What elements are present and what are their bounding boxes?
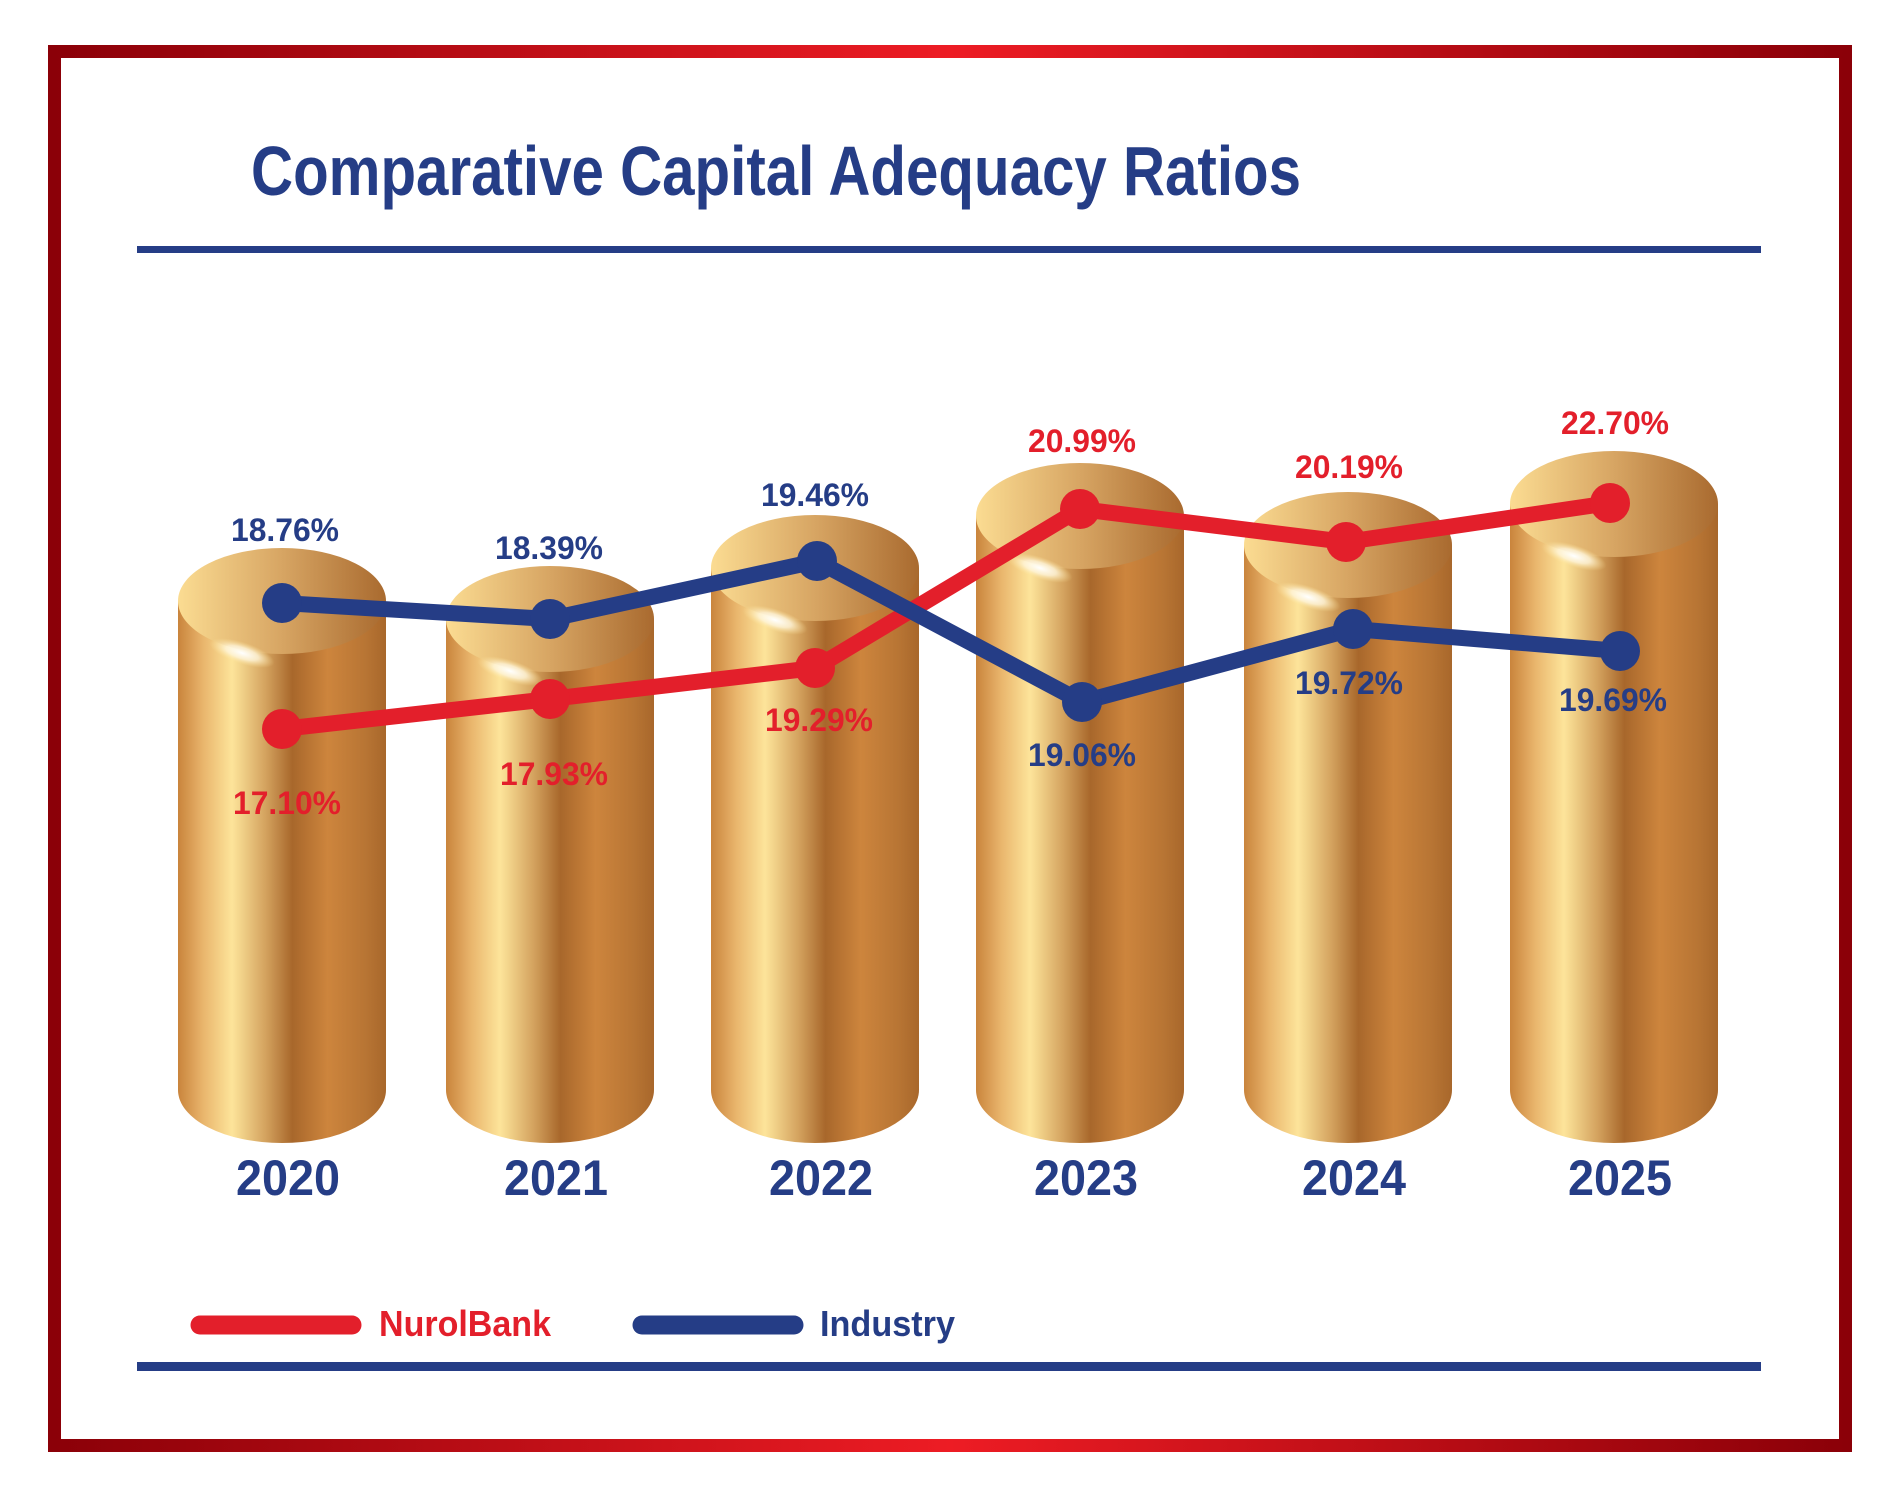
cylinder-2025	[1510, 451, 1718, 1143]
series-line	[281, 553, 1621, 710]
x-tick-label: 2020	[236, 1150, 340, 1206]
series-line	[281, 495, 1612, 737]
data-label: 22.70%	[1561, 405, 1669, 441]
data-point-2024	[1333, 609, 1373, 649]
bottom-divider	[137, 1362, 1761, 1371]
x-tick-label: 2023	[1034, 1150, 1138, 1206]
cylinder-2022	[711, 515, 919, 1143]
data-point-2022	[797, 541, 837, 581]
legend-label-nurolbank: NurolBank	[379, 1303, 552, 1344]
cylinder-body	[976, 516, 1184, 1143]
cylinders	[178, 451, 1718, 1143]
data-label: 19.06%	[1028, 737, 1136, 773]
data-label: 19.72%	[1295, 665, 1403, 701]
data-label: 18.76%	[231, 512, 339, 548]
title-divider	[137, 246, 1761, 253]
data-label: 17.93%	[500, 756, 608, 792]
series-nurolbank	[262, 483, 1630, 749]
cylinder-highlight	[1007, 553, 1073, 583]
x-tick-label: 2021	[504, 1150, 608, 1206]
cylinder-highlight	[1275, 582, 1341, 612]
data-point-2022	[795, 648, 835, 688]
series-industry	[262, 541, 1640, 722]
cylinder-2021	[446, 566, 654, 1143]
cylinder-highlight	[209, 638, 275, 668]
data-label: 19.46%	[761, 477, 869, 513]
data-point-2025	[1590, 483, 1630, 523]
legend: NurolBank Industry	[190, 1303, 955, 1344]
x-tick-label: 2024	[1302, 1150, 1406, 1206]
cylinder-2023	[976, 463, 1184, 1143]
data-point-2023	[1062, 682, 1102, 722]
data-point-2024	[1326, 522, 1366, 562]
data-labels: 17.10% 17.93% 19.29% 20.99% 20.19% 22.70% 18.7…	[231, 405, 1669, 821]
data-point-2021	[530, 679, 570, 719]
frame-border	[48, 45, 1852, 1452]
data-label: 19.29%	[765, 702, 873, 738]
data-point-2020	[262, 709, 302, 749]
x-tick-label: 2025	[1568, 1150, 1672, 1206]
x-axis-labels: 2020 2021 2022 2023 2024 2025	[236, 1150, 1672, 1206]
data-point-2021	[530, 599, 570, 639]
data-label: 18.39%	[495, 530, 603, 566]
series-lines	[262, 483, 1640, 749]
data-label: 20.19%	[1295, 449, 1403, 485]
cylinder-highlight	[742, 605, 808, 635]
cylinder-body	[711, 568, 919, 1143]
cylinder-body	[1244, 545, 1452, 1143]
cylinder-highlight	[477, 656, 543, 686]
cylinder-body	[178, 601, 386, 1143]
chart-title: Comparative Capital Adequacy Ratios	[251, 132, 1301, 210]
legend-label-industry: Industry	[820, 1303, 955, 1344]
data-point-2023	[1060, 489, 1100, 529]
data-label: 19.69%	[1559, 682, 1667, 718]
data-label: 20.99%	[1028, 423, 1136, 459]
data-point-2020	[262, 583, 302, 623]
x-tick-label: 2022	[769, 1150, 873, 1206]
cylinder-body	[446, 619, 654, 1143]
cylinder-2020	[178, 548, 386, 1143]
data-label: 17.10%	[233, 785, 341, 821]
cylinder-highlight	[1541, 541, 1607, 571]
cylinder-body	[1510, 504, 1718, 1143]
data-point-2025	[1600, 631, 1640, 671]
cylinder-2024	[1244, 492, 1452, 1143]
